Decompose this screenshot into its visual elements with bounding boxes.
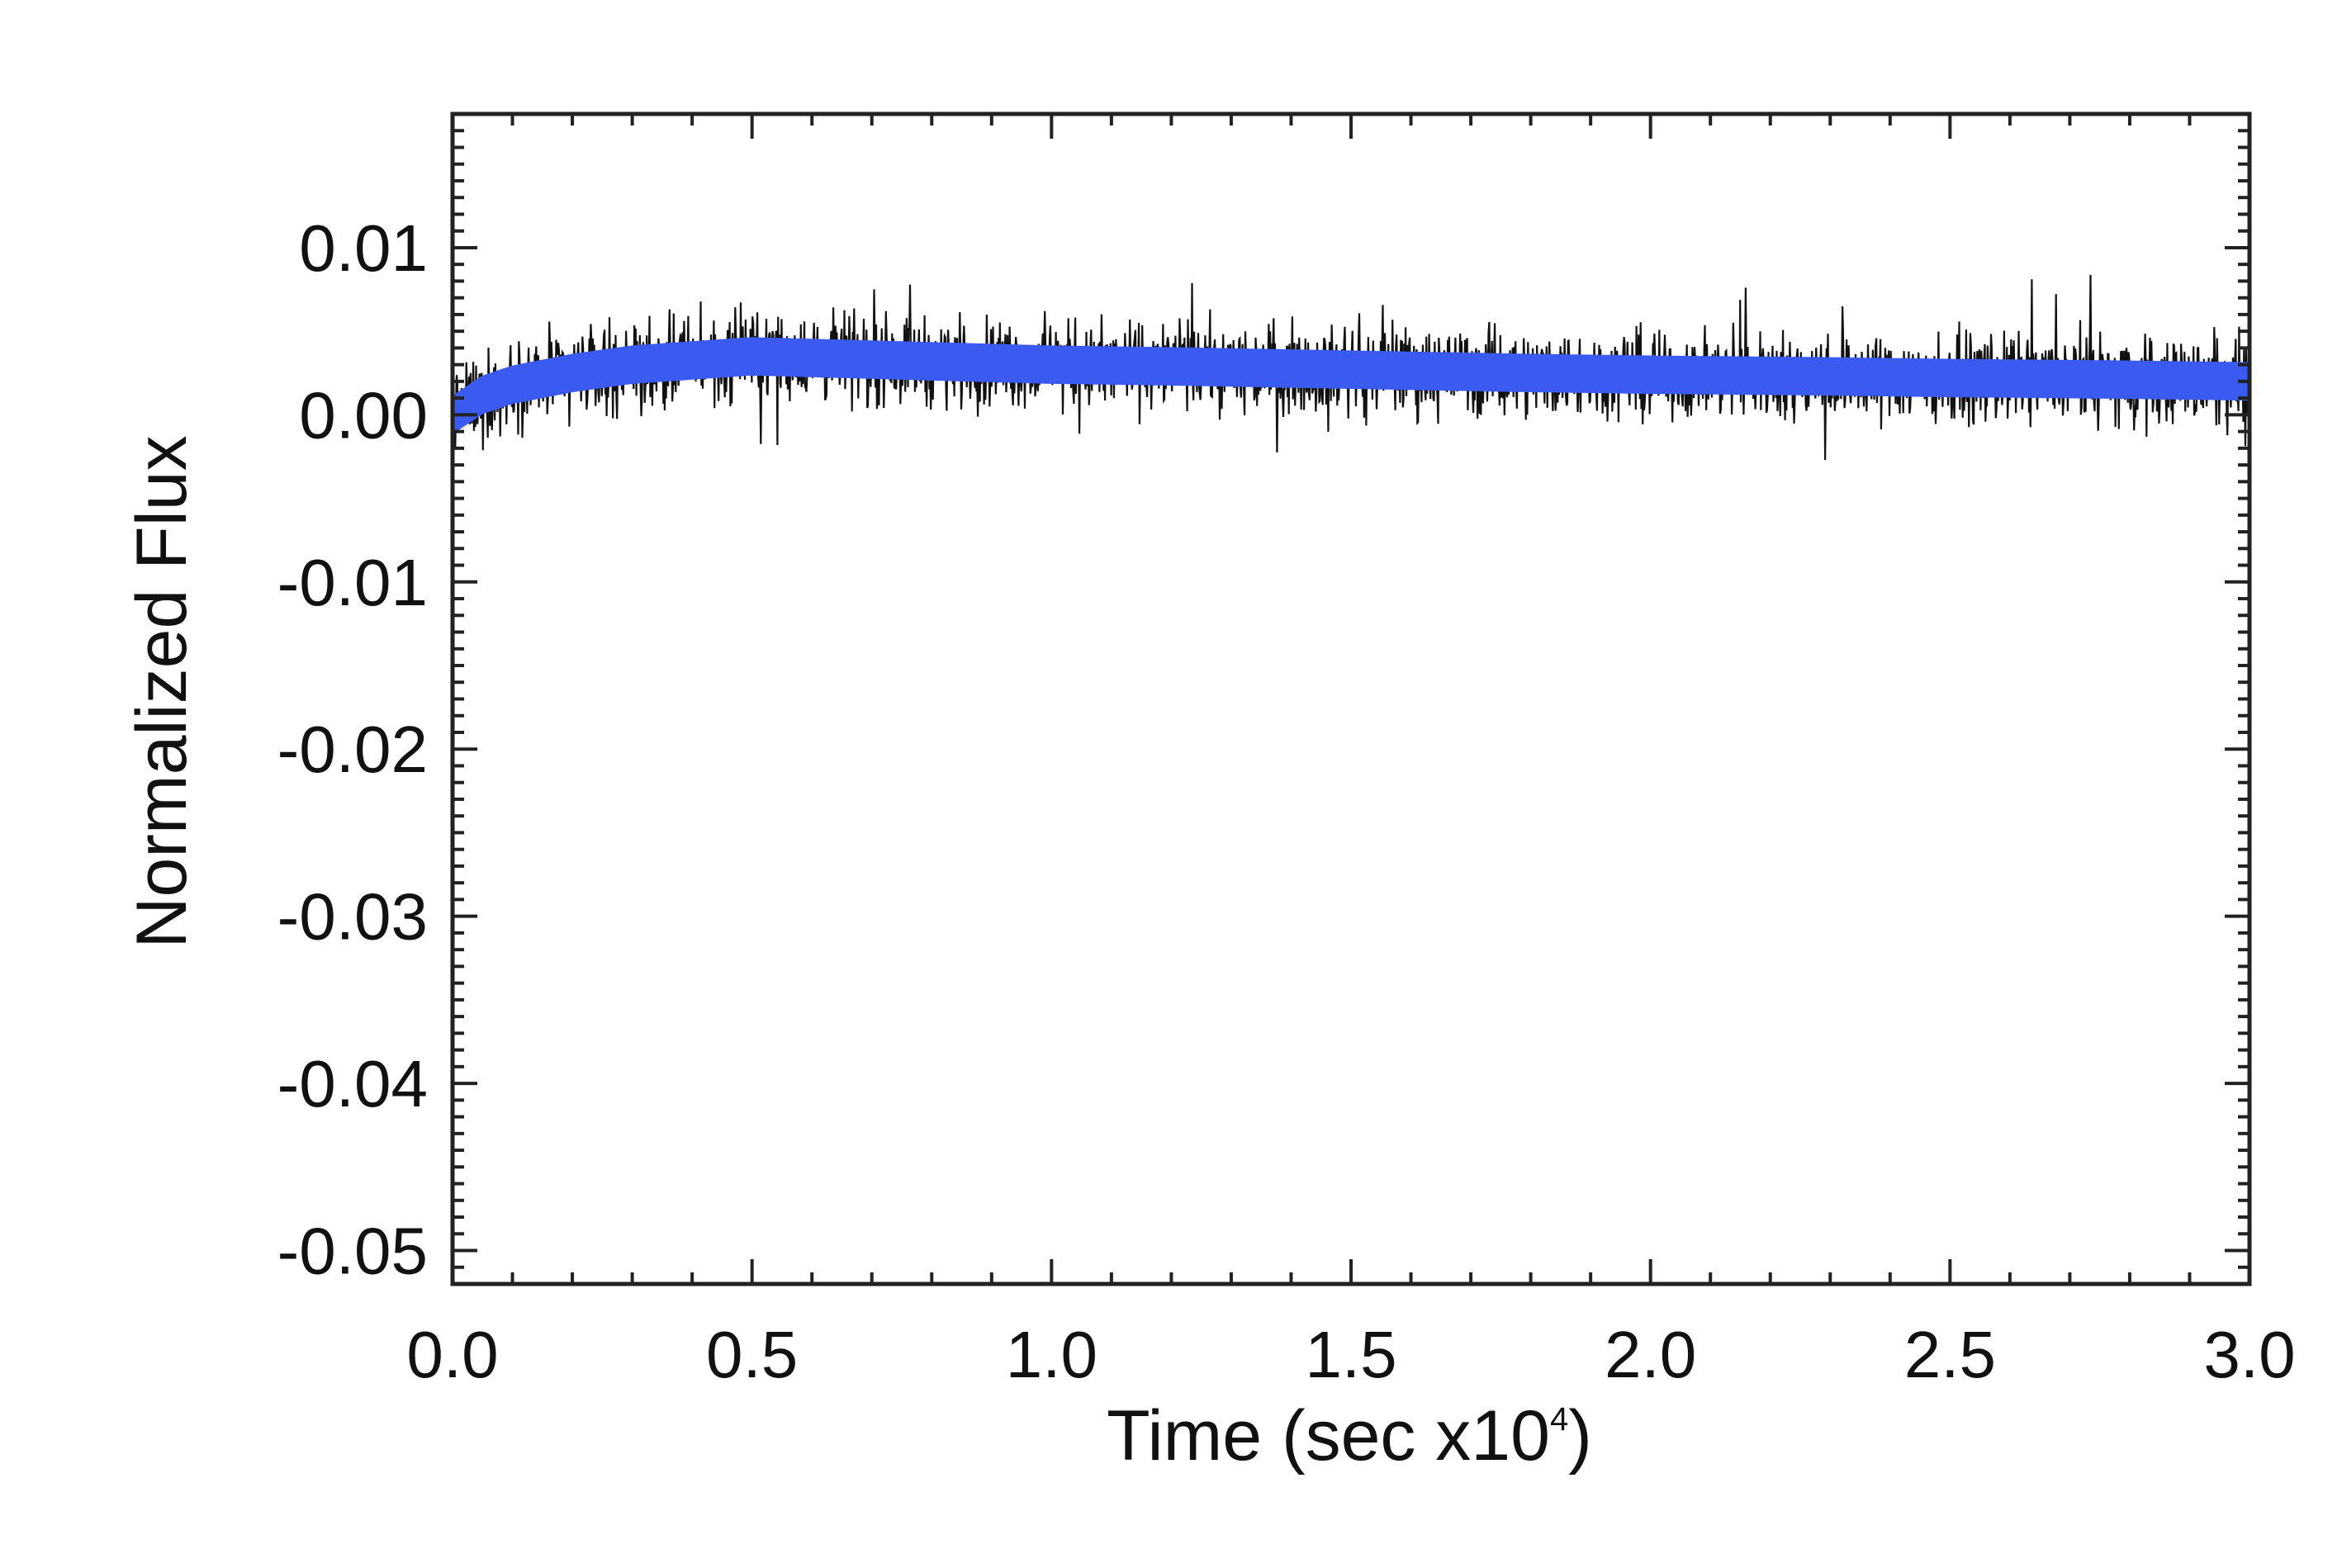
plot-area: [451, 274, 2251, 461]
y-tick-label: -0.04: [277, 1047, 428, 1120]
tick-labels: 0.0 0.5 1.0 1.5 2.0 2.5 3.0 0.01 0.00 -0.01 -0.02 -…: [277, 211, 2296, 1391]
y-axis-label: Normalized Flux: [122, 435, 201, 948]
x-axis-label-main: Time (sec x10: [1107, 1396, 1550, 1476]
x-tick-label: 2.5: [1904, 1318, 1996, 1391]
y-tick-label: -0.05: [277, 1215, 428, 1288]
x-tick-label: 3.0: [2203, 1318, 2295, 1391]
x-tick-label: 2.0: [1605, 1318, 1696, 1391]
x-tick-label: 1.5: [1305, 1318, 1396, 1391]
x-tick-label: 0.0: [406, 1318, 498, 1391]
y-tick-label: -0.02: [277, 713, 428, 786]
x-axis-label: Time (sec x104): [1107, 1396, 1592, 1476]
y-tick-label: 0.00: [299, 378, 428, 452]
x-axis-label-suffix: ): [1568, 1396, 1592, 1476]
x-tick-label: 1.0: [1006, 1318, 1098, 1391]
x-tick-label: 0.5: [706, 1318, 798, 1391]
y-tick-label: -0.03: [277, 880, 428, 954]
y-tick-label: 0.01: [299, 211, 428, 285]
y-tick-label: -0.01: [277, 546, 428, 619]
plot-frame: [450, 111, 2252, 1286]
x-axis-label-exponent: 4: [1550, 1401, 1568, 1438]
axis-ticks: [451, 112, 2251, 1286]
